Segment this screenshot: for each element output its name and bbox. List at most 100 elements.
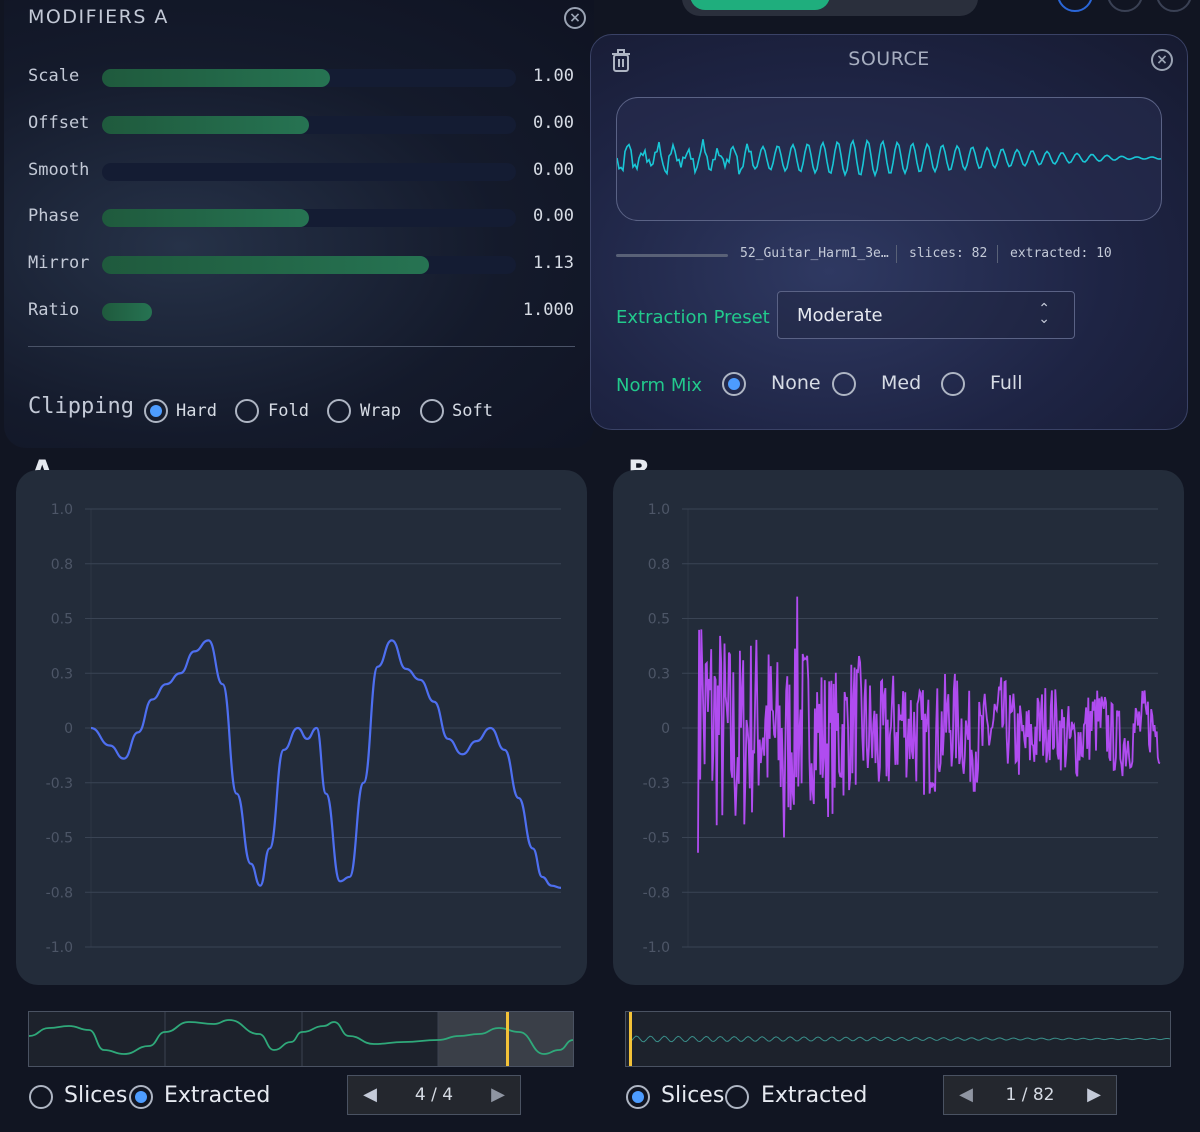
playhead[interactable] [506, 1012, 509, 1066]
slice-overview-a-wave [28, 1019, 574, 1055]
mirror-slider-fill [102, 256, 430, 274]
view-slices-label-a[interactable]: Slices [64, 1083, 128, 1108]
modifier-row-ratio: Ratio 1.000 [28, 295, 588, 325]
top-circle-button[interactable] [1107, 0, 1143, 12]
modifiers-title: MODIFIERS A [28, 6, 169, 28]
close-icon[interactable]: × [564, 7, 586, 29]
mode-toggle-active [690, 0, 830, 10]
divider [997, 245, 998, 263]
y-tick-label: 0.3 [51, 666, 73, 682]
slice-overview-a[interactable] [28, 1011, 574, 1067]
graph-a[interactable]: 1.0 0.8 0.5 0.3 0 -0.3 -0.5 -0.8 -1.0 [16, 470, 587, 985]
extraction-preset-value: Moderate [797, 305, 883, 326]
top-circle-button[interactable] [1156, 0, 1192, 12]
phase-slider[interactable] [102, 209, 516, 227]
view-extracted-label-a[interactable]: Extracted [164, 1083, 271, 1108]
view-slices-radio-a[interactable] [29, 1085, 53, 1109]
y-tick-label: -1.0 [46, 940, 73, 956]
y-tick-label: -0.3 [643, 776, 670, 792]
clipping-wrap-label[interactable]: Wrap [360, 401, 401, 421]
view-extracted-label-b[interactable]: Extracted [761, 1083, 868, 1108]
y-tick-label: 0.5 [51, 612, 73, 628]
modifier-row-smooth: Smooth 0.00 [28, 155, 588, 185]
mirror-slider[interactable] [102, 256, 516, 274]
norm-mix-full-label[interactable]: Full [990, 372, 1023, 394]
view-extracted-radio-b[interactable] [725, 1085, 749, 1109]
source-file-name: 52_Guitar_Harm1_3e… [740, 246, 889, 261]
slice-overview-b[interactable] [625, 1011, 1171, 1067]
norm-mix-label: Norm Mix [616, 375, 703, 396]
view-slices-label-b[interactable]: Slices [661, 1083, 725, 1108]
modifier-label: Offset [28, 113, 90, 133]
y-tick-label: 1.0 [51, 502, 73, 518]
clipping-label: Clipping [28, 394, 134, 419]
graph-b[interactable]: 1.0 0.8 0.5 0.3 0 -0.3 -0.5 -0.8 -1.0 [613, 470, 1184, 985]
slice-overview-b-wave [631, 1035, 1171, 1043]
norm-mix-none-label[interactable]: None [771, 372, 821, 394]
pager-a-value: 4 / 4 [414, 1085, 454, 1105]
source-info: 52_Guitar_Harm1_3e… slices: 82 extracted… [616, 245, 1162, 265]
divider [28, 346, 575, 347]
close-icon[interactable]: × [1151, 49, 1173, 71]
source-title: SOURCE [848, 48, 930, 70]
extraction-preset-select[interactable]: Moderate ⌃ ⌄ [777, 291, 1075, 339]
series-line-b [697, 596, 1161, 853]
y-tick-label: 0.8 [648, 557, 670, 573]
norm-mix-full-radio[interactable] [941, 372, 965, 396]
source-waveform[interactable] [616, 97, 1162, 221]
smooth-slider[interactable] [102, 163, 516, 181]
prev-arrow-icon[interactable]: ◀ [959, 1084, 973, 1105]
slices-count: slices: 82 [909, 246, 988, 261]
next-arrow-icon[interactable]: ▶ [491, 1084, 505, 1105]
modifier-label: Scale [28, 66, 80, 86]
modifier-label: Mirror [28, 253, 90, 273]
clipping-hard-label[interactable]: Hard [176, 401, 217, 421]
modifier-value: 0.00 [533, 206, 574, 226]
clipping-soft-radio[interactable] [420, 399, 444, 423]
clipping-wrap-radio[interactable] [327, 399, 351, 423]
ratio-slider[interactable] [102, 303, 516, 321]
modifier-row-phase: Phase 0.00 [28, 201, 588, 231]
modifier-label: Smooth [28, 160, 90, 180]
modifier-label: Phase [28, 206, 80, 226]
pager-b: ◀ 1 / 82 ▶ [943, 1075, 1117, 1115]
phase-slider-fill [102, 209, 309, 227]
y-tick-label: 0.5 [648, 612, 670, 628]
clipping-fold-label[interactable]: Fold [268, 401, 309, 421]
modifier-value: 1.00 [533, 66, 574, 86]
clipping-fold-radio[interactable] [235, 399, 259, 423]
offset-slider-fill [102, 116, 309, 134]
source-waveform-line [617, 138, 1161, 178]
norm-mix-med-label[interactable]: Med [881, 372, 922, 394]
y-tick-label: 0 [64, 721, 73, 737]
modifier-label: Ratio [28, 300, 80, 320]
offset-slider[interactable] [102, 116, 516, 134]
clipping-soft-label[interactable]: Soft [452, 401, 493, 421]
pager-b-value: 1 / 82 [1005, 1085, 1055, 1105]
trash-icon[interactable] [611, 49, 631, 73]
norm-mix-none-radio[interactable] [722, 372, 746, 396]
y-tick-label: -0.5 [643, 831, 670, 847]
source-waveform-svg [617, 138, 1161, 178]
y-tick-label: -0.5 [46, 831, 73, 847]
y-tick-label: 0.8 [51, 557, 73, 573]
modifiers-panel: MODIFIERS A × Scale 1.00 Offset 0.00 Smo… [4, 0, 594, 448]
graph-b-plot: 1.0 0.8 0.5 0.3 0 -0.3 -0.5 -0.8 -1.0 [643, 502, 1161, 956]
norm-mix-med-radio[interactable] [832, 372, 856, 396]
mode-toggle[interactable] [682, 0, 978, 16]
modifier-value: 1.13 [533, 253, 574, 273]
slice-overview-a-svg [28, 1012, 574, 1066]
scale-slider[interactable] [102, 69, 516, 87]
modifier-row-scale: Scale 1.00 [28, 61, 588, 91]
graph-a-plot: 1.0 0.8 0.5 0.3 0 -0.3 -0.5 -0.8 -1.0 [46, 502, 562, 956]
clipping-hard-radio[interactable] [144, 399, 168, 423]
view-extracted-radio-a[interactable] [129, 1085, 153, 1109]
view-slices-radio-b[interactable] [626, 1085, 650, 1109]
y-tick-label: -0.8 [643, 885, 670, 901]
y-tick-label: 1.0 [648, 502, 670, 518]
clipping-options: Clipping Hard Fold Wrap Soft [28, 390, 588, 430]
prev-arrow-icon[interactable]: ◀ [363, 1084, 377, 1105]
next-arrow-icon[interactable]: ▶ [1087, 1084, 1101, 1105]
playhead[interactable] [629, 1012, 632, 1066]
top-circle-button[interactable] [1057, 0, 1093, 12]
